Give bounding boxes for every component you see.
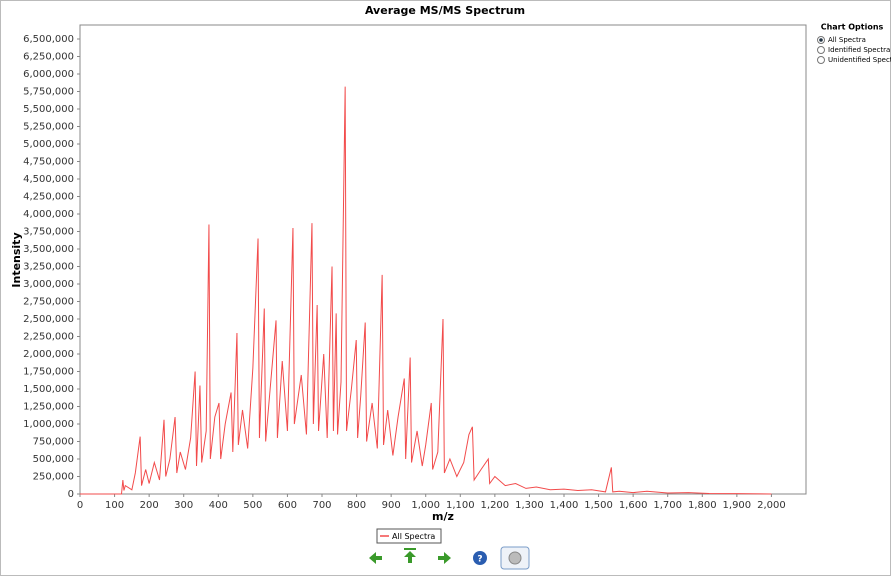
y-tick-label: 4,250,000 [23,192,74,203]
x-tick-label: 1,800 [688,500,717,511]
x-tick-label: 1,000 [411,500,440,511]
plot-area [79,24,807,495]
gear-icon [508,551,522,565]
y-tick-label: 2,250,000 [23,332,74,343]
x-tick-label: 1,200 [481,500,510,511]
options-title: Chart Options [821,23,884,32]
radio-button[interactable] [817,46,825,54]
radio-label[interactable]: Unidentified Spectra [828,56,891,64]
x-tick-label: 300 [174,500,193,511]
y-tick-label: 2,000,000 [23,349,74,360]
x-tick-label: 1,700 [653,500,682,511]
toolbar: ? [369,546,530,570]
top-bar [404,548,416,550]
x-tick-label: 900 [382,500,401,511]
help-icon: ? [477,555,482,565]
y-tick-label: 1,500,000 [23,384,74,395]
radio-button[interactable] [817,56,825,64]
x-tick-label: 600 [278,500,297,511]
x-tick-label: 100 [105,500,124,511]
y-tick-label: 5,250,000 [23,122,74,133]
back-button[interactable] [369,552,382,564]
x-tick-label: 700 [312,500,331,511]
y-tick-label: 5,500,000 [23,104,74,115]
y-tick-label: 5,000,000 [23,139,74,150]
y-tick-label: 3,500,000 [23,244,74,255]
y-tick-label: 4,500,000 [23,174,74,185]
y-axis-label: Intensity [10,232,23,287]
y-tick-label: 3,750,000 [23,227,74,238]
x-tick-label: 2,000 [757,500,786,511]
x-tick-label: 200 [140,500,159,511]
y-tick-label: 2,500,000 [23,314,74,325]
y-tick-label: 6,500,000 [23,34,74,45]
y-tick-label: 6,000,000 [23,69,74,80]
x-tick-label: 1,300 [515,500,544,511]
x-tick-label: 500 [243,500,262,511]
x-tick-label: 0 [77,500,83,511]
y-tick-label: 1,000,000 [23,419,74,430]
radio-label[interactable]: Identified Spectra [828,46,890,54]
x-tick-label: 1,500 [584,500,613,511]
radio-dot [819,38,823,42]
y-tick-label: 750,000 [33,437,74,448]
y-tick-label: 5,750,000 [23,87,74,98]
top-button[interactable] [404,551,416,563]
forward-button[interactable] [438,552,451,564]
radio-label[interactable]: All Spectra [828,36,866,44]
y-tick-label: 500,000 [33,454,74,465]
y-tick-label: 2,750,000 [23,297,74,308]
y-tick-label: 1,250,000 [23,402,74,413]
x-axis-label: m/z [432,510,454,523]
y-tick-label: 4,750,000 [23,157,74,168]
y-tick-label: 250,000 [33,472,74,483]
spectrum-line [80,86,772,495]
x-tick-label: 400 [209,500,228,511]
chart-title: Average MS/MS Spectrum [365,4,525,17]
x-tick-label: 1,900 [723,500,752,511]
x-tick-label: 800 [347,500,366,511]
y-tick-label: 6,250,000 [23,52,74,63]
y-tick-label: 1,750,000 [23,367,74,378]
y-tick-label: 3,250,000 [23,262,74,273]
y-tick-label: 0 [68,489,74,500]
x-tick-label: 1,400 [550,500,579,511]
y-tick-label: 3,000,000 [23,279,74,290]
legend-label: All Spectra [392,532,435,541]
y-tick-label: 4,000,000 [23,209,74,220]
legend-box [376,528,442,544]
help-button[interactable] [473,551,487,565]
x-tick-label: 1,100 [446,500,475,511]
x-tick-label: 1,600 [619,500,648,511]
